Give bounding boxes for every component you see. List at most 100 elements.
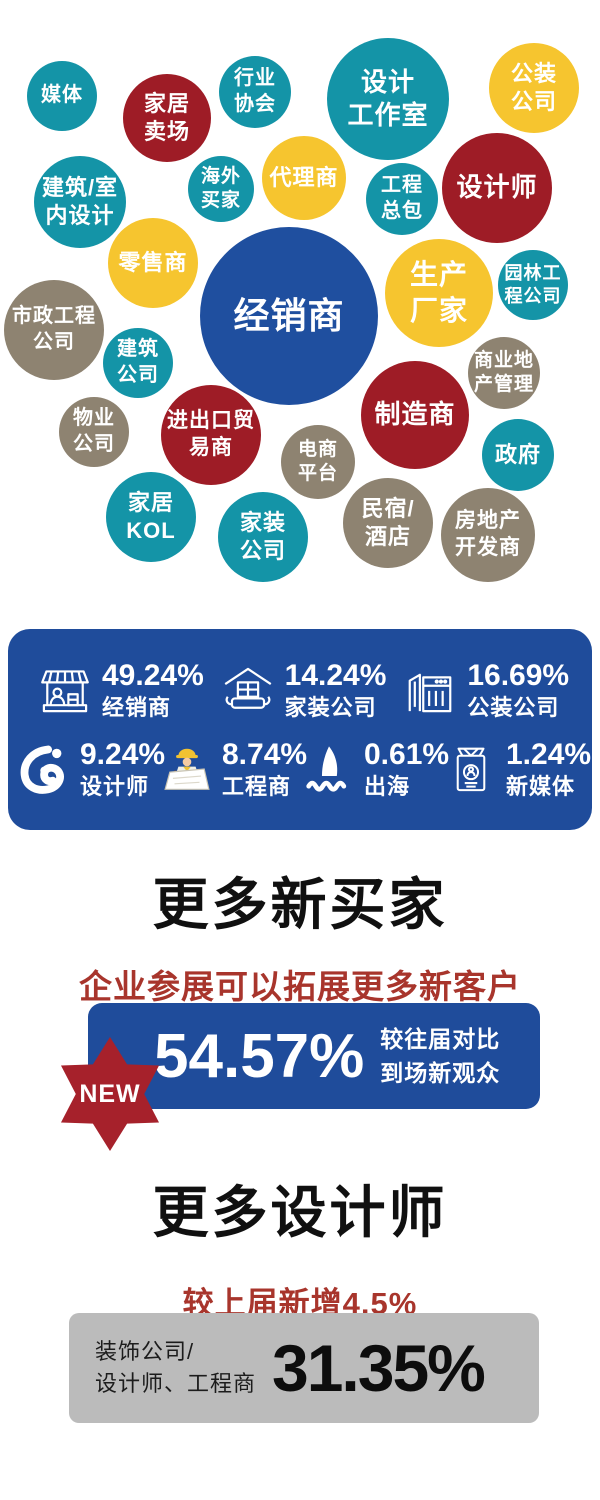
bubble-label: 物业	[73, 407, 115, 430]
bubble-retailer: 零售商	[108, 218, 198, 308]
bubble-label: 酒店	[364, 524, 411, 549]
designers-title: 更多设计师	[152, 1181, 448, 1244]
stat-text: 16.69% 公装公司	[467, 659, 569, 722]
new-visitors-percent: 54.57%	[154, 1021, 365, 1091]
bubble-label: 卖场	[143, 119, 190, 144]
stat-text: 8.74% 工程商	[222, 738, 307, 801]
stat-item-工程商: 8.74% 工程商	[162, 738, 307, 801]
bubble-label: 开发商	[455, 536, 521, 559]
designers-stat-box: 装饰公司/ 设计师、工程商 31.35%	[69, 1313, 539, 1423]
newmedia-icon	[446, 739, 496, 799]
bubble-industry-association: 行业 协会	[219, 56, 291, 128]
bubble-factory: 生产 厂家	[385, 239, 493, 347]
bubble-designer-bubble: 设计师	[442, 133, 552, 243]
stat-text: 9.24% 设计师	[80, 738, 165, 801]
bubble-label: 制造商	[374, 399, 456, 430]
bubble-label: 厂家	[409, 295, 468, 326]
bubble-label: 买家	[200, 190, 241, 211]
bubble-label: 海外	[200, 165, 241, 187]
bubble-label: 程公司	[504, 286, 562, 306]
bubble-label: 政府	[494, 441, 541, 467]
bubble-dealer-bubble: 经销商	[200, 227, 378, 405]
stat-row: 49.24% 经销商 14.24% 家装公司 16.69% 公装公司	[8, 645, 592, 730]
stat-percent: 1.24%	[506, 737, 592, 771]
bubble-import-export-trader: 进出口贸 易商	[161, 385, 261, 485]
stat-item-公装公司: 16.69% 公装公司	[403, 659, 586, 722]
bubble-label: 房地产	[455, 509, 521, 533]
stat-percent: 0.61%	[364, 737, 450, 771]
stat-text: 0.61% 出海	[364, 738, 449, 801]
stat-percent: 9.24%	[80, 737, 166, 771]
bubble-label: 民宿/	[361, 495, 415, 521]
bubble-label: 内设计	[45, 203, 115, 228]
bubble-label: KOL	[126, 518, 176, 543]
stat-percent: 8.74%	[222, 737, 308, 771]
designers-stat-label: 装饰公司/ 设计师、工程商	[95, 1336, 256, 1400]
new-visitors-caption: 较往届对比 到场新观众	[380, 1022, 500, 1091]
bubble-label: 公司	[510, 89, 557, 114]
designers-stat-label-line1: 装饰公司/	[95, 1339, 195, 1365]
bubble-label: 公司	[117, 364, 159, 386]
bubble-label: 媒体	[41, 84, 83, 107]
bubble-label: 进出口贸	[167, 409, 255, 433]
bubble-label: 公装	[510, 60, 557, 86]
bubble-label: 设计师	[456, 172, 538, 203]
stat-percent: 49.24%	[102, 658, 204, 692]
stat-label: 出海	[364, 774, 411, 800]
bubble-label: 代理商	[269, 164, 339, 190]
bubble-architecture-interior-design: 建筑/室内设计	[34, 156, 126, 248]
bubble-label: 公司	[73, 433, 115, 455]
new-visitors-caption-line1: 较往届对比	[380, 1025, 501, 1052]
bubble-manufacturer: 制造商	[361, 361, 469, 469]
bubble-overseas-buyer: 海外 买家	[188, 156, 254, 222]
stat-label: 设计师	[80, 774, 150, 800]
stat-label: 经销商	[102, 695, 172, 721]
stat-item-新媒体: 1.24% 新媒体	[446, 738, 591, 801]
stat-item-家装公司: 14.24% 家装公司	[221, 659, 404, 722]
bubble-label: 工程	[381, 174, 423, 197]
stat-text: 14.24% 家装公司	[285, 659, 387, 722]
bubble-label: 家居	[127, 489, 174, 515]
bubble-label: 经销商	[233, 294, 345, 336]
bubble-label: 总包	[381, 200, 423, 222]
bubble-label: 生产	[409, 259, 468, 291]
bubble-label: 公司	[33, 331, 75, 353]
bubble-real-estate-developer: 房地产 开发商	[441, 488, 535, 582]
bubble-label: 工作室	[347, 100, 429, 130]
bubble-home-deco-company: 家装 公司	[218, 492, 308, 582]
new-visitors-caption-line2: 到场新观众	[380, 1060, 501, 1086]
bubble-construction-company: 建筑 公司	[103, 328, 173, 398]
bubble-label: 园林工	[504, 262, 562, 283]
bubble-design-studio: 设计 工作室	[327, 38, 449, 160]
store-icon	[38, 662, 92, 718]
bubble-label: 平台	[297, 463, 338, 484]
bubble-label: 电商	[297, 438, 338, 460]
designer-icon	[20, 739, 70, 799]
bubble-government: 政府	[482, 419, 554, 491]
bubble-label: 设计	[360, 66, 415, 97]
bubble-label: 家居	[143, 90, 190, 116]
new-buyers-subtitle: 企业参展可以拓展更多新客户	[79, 968, 521, 1005]
audience-composition-band: 49.24% 经销商 14.24% 家装公司 16.69% 公装公司 9.24% 设计师 8.7…	[8, 629, 592, 830]
bubble-home-kol: 家居 KOL	[106, 472, 196, 562]
bubble-commercial-property-mgmt: 商业地 产管理	[468, 337, 540, 409]
bubble-municipal-engineering: 市政工程 公司	[4, 280, 104, 380]
building-icon	[403, 662, 457, 718]
stat-item-设计师: 9.24% 设计师	[20, 738, 165, 801]
stat-item-出海: 0.61% 出海	[304, 738, 449, 801]
stat-percent: 16.69%	[467, 658, 570, 692]
stat-item-经销商: 49.24% 经销商	[38, 659, 221, 722]
stat-row: 9.24% 设计师 8.74% 工程商 0.61% 出海 1.24% 新媒体	[8, 730, 592, 815]
bubble-label: 行业	[234, 67, 276, 90]
bubble-label: 建筑/室	[41, 174, 119, 200]
new-visitors-stat-box: 54.57% 较往届对比 到场新观众	[88, 1003, 540, 1109]
new-buyers-title: 更多新买家	[152, 873, 448, 936]
bubble-label: 市政工程	[12, 305, 96, 328]
bubble-label: 零售商	[118, 249, 188, 275]
bubble-media: 媒体	[27, 61, 97, 131]
bubble-property-company: 物业 公司	[59, 397, 129, 467]
stat-label: 家装公司	[284, 695, 377, 721]
bubble-agent: 代理商	[262, 136, 346, 220]
sofa-icon	[221, 662, 275, 718]
stat-text: 1.24% 新媒体	[506, 738, 591, 801]
